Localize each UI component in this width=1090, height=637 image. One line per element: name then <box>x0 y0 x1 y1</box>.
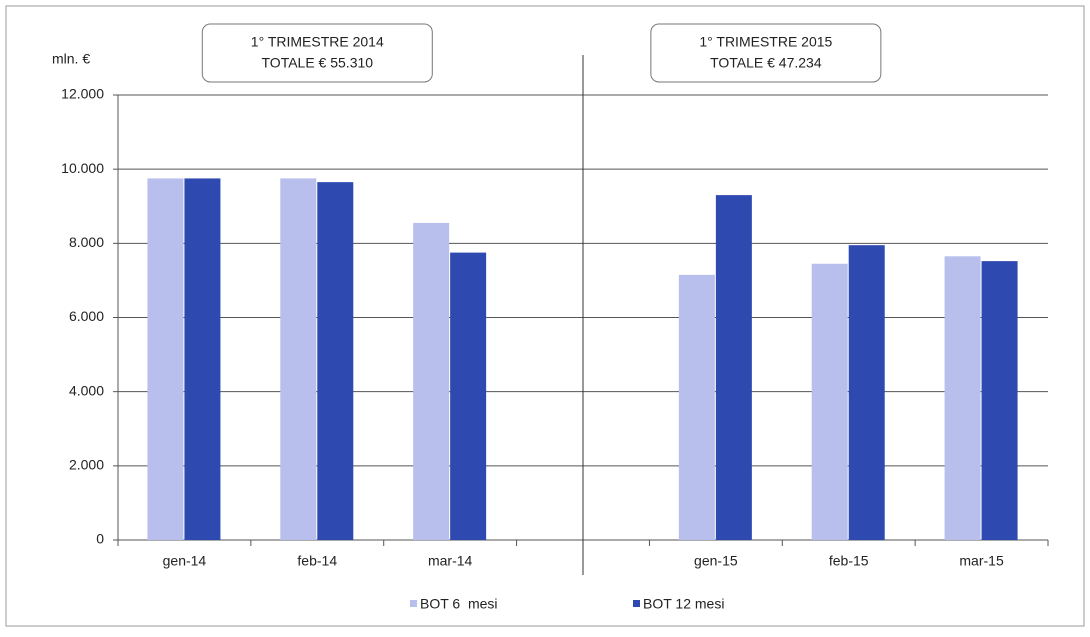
legend-label: BOT 6 mesi <box>420 596 498 612</box>
bar <box>715 195 752 540</box>
y-tick-label: 0 <box>96 531 104 547</box>
y-axis-label: mln. € <box>52 51 90 67</box>
annotation-text: 1° TRIMESTRE 2015 <box>699 34 832 50</box>
legend-swatch <box>410 600 417 607</box>
x-tick-label: gen-14 <box>163 553 207 569</box>
x-tick-label: feb-14 <box>297 553 337 569</box>
y-tick-label: 12.000 <box>61 86 104 102</box>
x-tick-label: mar-14 <box>428 553 473 569</box>
annotation-box <box>201 23 433 83</box>
bar <box>811 263 848 540</box>
y-tick-label: 6.000 <box>69 308 104 324</box>
bar <box>848 245 885 540</box>
bar <box>147 178 184 540</box>
bar <box>678 274 715 540</box>
y-tick-label: 8.000 <box>69 234 104 250</box>
legend-swatch <box>633 600 640 607</box>
y-tick-label: 2.000 <box>69 457 104 473</box>
annotation-box <box>650 23 882 83</box>
annotation-text: 1° TRIMESTRE 2014 <box>251 34 384 50</box>
bar <box>413 222 450 540</box>
bar <box>450 252 487 540</box>
legend-label: BOT 12 mesi <box>643 596 724 612</box>
bar <box>981 261 1018 540</box>
x-tick-label: gen-15 <box>694 553 738 569</box>
x-tick-label: mar-15 <box>959 553 1004 569</box>
annotation-text: TOTALE € 47.234 <box>710 55 822 71</box>
bar <box>280 178 317 540</box>
y-tick-label: 4.000 <box>69 382 104 398</box>
x-tick-label: feb-15 <box>829 553 869 569</box>
bar <box>317 182 354 541</box>
y-tick-label: 10.000 <box>61 160 104 176</box>
bar <box>184 178 221 540</box>
annotation-text: TOTALE € 55.310 <box>262 55 374 71</box>
bar <box>944 256 981 540</box>
